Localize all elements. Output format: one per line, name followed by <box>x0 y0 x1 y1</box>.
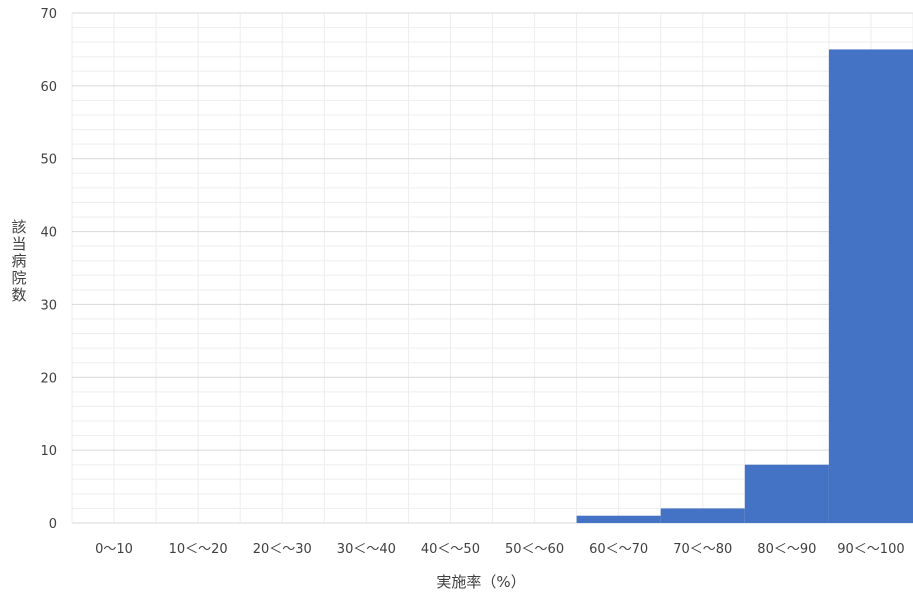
y-tick-label: 20 <box>40 371 57 386</box>
x-tick-label: 80＜～90 <box>757 542 816 557</box>
y-axis-title: 該当病院数 <box>11 218 26 304</box>
x-tick-label: 10＜～20 <box>169 542 228 557</box>
x-tick-label: 30＜～40 <box>337 542 396 557</box>
y-tick-label: 60 <box>40 80 57 95</box>
x-tick-label: 60＜～70 <box>589 542 648 557</box>
x-tick-label: 70＜～80 <box>673 542 732 557</box>
x-tick-label: 90＜～100 <box>837 542 904 557</box>
bars <box>576 49 913 524</box>
x-tick-label: 20＜～30 <box>253 542 312 557</box>
grid-lines <box>71 12 913 524</box>
y-tick-labels: 0 10 20 30 40 50 60 70 <box>40 7 57 532</box>
y-tick-label: 0 <box>49 517 57 532</box>
y-tick-label: 30 <box>40 298 57 313</box>
y-tick-label: 10 <box>40 444 57 459</box>
x-axis-title: 実施率（%） <box>436 573 525 591</box>
y-tick-label: 70 <box>40 7 57 22</box>
y-tick-label: 40 <box>40 226 57 241</box>
bar <box>576 515 661 523</box>
x-tick-labels: 0～10 10＜～20 20＜～30 30＜～40 40＜～50 50＜～60 60＜～70… <box>95 542 904 557</box>
bar <box>828 49 913 524</box>
x-tick-label: 40＜～50 <box>421 542 480 557</box>
x-tick-label: 0～10 <box>95 542 133 557</box>
bar <box>744 464 829 523</box>
bar <box>660 508 745 523</box>
x-tick-label: 50＜～60 <box>505 542 564 557</box>
y-tick-label: 50 <box>40 153 57 168</box>
